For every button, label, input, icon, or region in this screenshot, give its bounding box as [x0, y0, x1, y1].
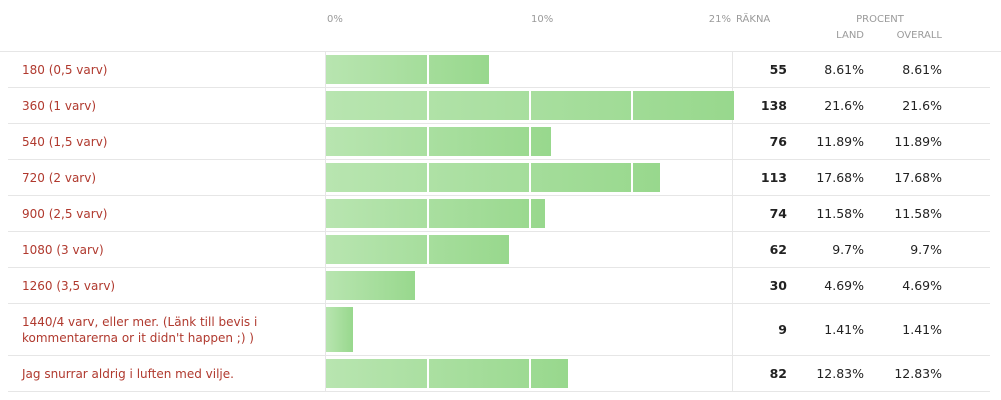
overall-percent: 17.68% [894, 170, 942, 185]
bar-divider [631, 160, 633, 195]
bar-divider [529, 160, 531, 195]
overall-percent: 1.41% [902, 322, 942, 337]
category-label: 180 (0,5 varv) [22, 63, 108, 77]
bar-divider [631, 52, 633, 87]
bar-divider [631, 356, 633, 391]
overall-percent: 8.61% [902, 62, 942, 77]
bar-divider [427, 124, 429, 159]
bar-cell [325, 268, 733, 303]
category-label: 1260 (3,5 varv) [22, 279, 116, 293]
bar-divider [631, 304, 633, 355]
land-percent: 8.61% [824, 62, 864, 77]
category-label: 1440/4 varv, eller mer. (Länk till bevis… [22, 315, 258, 345]
bar [326, 55, 489, 84]
overall-percent: 12.83% [894, 366, 942, 381]
table-row: 180 (0,5 varv) 55 8.61% 8.61% [8, 52, 990, 88]
bar-divider [631, 268, 633, 303]
category-label: 720 (2 varv) [22, 171, 97, 185]
bar-cell [325, 232, 733, 267]
bar-cell [325, 52, 733, 87]
count: 30 [769, 278, 787, 293]
overall-percent: 11.89% [894, 134, 942, 149]
land-percent: 17.68% [816, 170, 864, 185]
bar [326, 235, 510, 264]
header: RÄKNA PROCENT LAND OVERALL 0% 10% 21% [0, 0, 1001, 52]
bar-divider [529, 52, 531, 87]
bar [326, 127, 551, 156]
table-row: 1080 (3 varv) 62 9.7% 9.7% [8, 232, 990, 268]
table-row: 360 (1 varv) 138 21.6% 21.6% [8, 88, 990, 124]
percent-header: PROCENT [856, 14, 904, 25]
category-label: 1080 (3 varv) [22, 243, 104, 257]
land-percent: 21.6% [824, 98, 864, 113]
bar-cell [325, 88, 734, 123]
bar-divider [631, 232, 633, 267]
x-tick-label: 21% [708, 14, 731, 25]
table-row: 720 (2 varv) 113 17.68% 17.68% [8, 160, 990, 196]
bar-divider [427, 268, 429, 303]
land-percent: 11.58% [816, 206, 864, 221]
land-header: LAND [836, 30, 864, 41]
count: 62 [769, 242, 787, 257]
land-percent: 9.7% [832, 242, 864, 257]
bar-divider [529, 196, 531, 231]
count: 113 [760, 170, 787, 185]
bar-cell [325, 160, 733, 195]
bar-divider [427, 356, 429, 391]
count: 74 [769, 206, 787, 221]
table-row: Jag snurrar aldrig i luften med vilje. 82… [8, 356, 990, 392]
bar [326, 307, 353, 352]
table-row: 1260 (3,5 varv) 30 4.69% 4.69% [8, 268, 990, 304]
x-tick-label: 10% [531, 14, 554, 25]
bar-cell [325, 356, 733, 391]
count: 138 [760, 98, 787, 113]
bar-divider [529, 304, 531, 355]
bar-divider [427, 304, 429, 355]
bar-divider [427, 88, 429, 123]
bar-divider [529, 124, 531, 159]
bar-divider [427, 52, 429, 87]
count-header: RÄKNA [736, 14, 771, 25]
table-row: 540 (1,5 varv) 76 11.89% 11.89% [8, 124, 990, 160]
bar-divider [631, 196, 633, 231]
overall-percent: 9.7% [910, 242, 942, 257]
bar-divider [427, 196, 429, 231]
category-label: 360 (1 varv) [22, 99, 97, 113]
category-label: 540 (1,5 varv) [22, 135, 108, 149]
category-label: 900 (2,5 varv) [22, 207, 108, 221]
count: 82 [769, 366, 787, 381]
table-row: 1440/4 varv, eller mer. (Länk till bevis… [8, 304, 990, 356]
category-label: Jag snurrar aldrig i luften med vilje. [22, 367, 234, 381]
bar-cell [325, 196, 733, 231]
land-percent: 11.89% [816, 134, 864, 149]
count: 55 [769, 62, 787, 77]
count: 76 [769, 134, 787, 149]
overall-percent: 4.69% [902, 278, 942, 293]
rows: 180 (0,5 varv) 55 8.61% 8.61% 360 (1 varv) 13… [8, 52, 990, 392]
bar [326, 199, 545, 228]
table-row: 900 (2,5 varv) 74 11.58% 11.58% [8, 196, 990, 232]
bar-divider [529, 356, 531, 391]
land-percent: 1.41% [824, 322, 864, 337]
bar-divider [427, 232, 429, 267]
bar-cell [325, 304, 733, 355]
bar [326, 271, 415, 300]
bar-divider [529, 268, 531, 303]
bar-divider [631, 124, 633, 159]
overall-percent: 11.58% [894, 206, 942, 221]
x-tick-label: 0% [327, 14, 343, 25]
bar-cell [325, 124, 733, 159]
overall-percent: 21.6% [902, 98, 942, 113]
bar [326, 163, 660, 192]
bar-divider [427, 160, 429, 195]
land-percent: 12.83% [816, 366, 864, 381]
land-percent: 4.69% [824, 278, 864, 293]
bar-divider [631, 88, 633, 123]
overall-header: OVERALL [896, 30, 942, 41]
bar-divider [529, 88, 531, 123]
bar [326, 359, 569, 388]
count: 9 [778, 322, 787, 337]
bar-divider [529, 232, 531, 267]
